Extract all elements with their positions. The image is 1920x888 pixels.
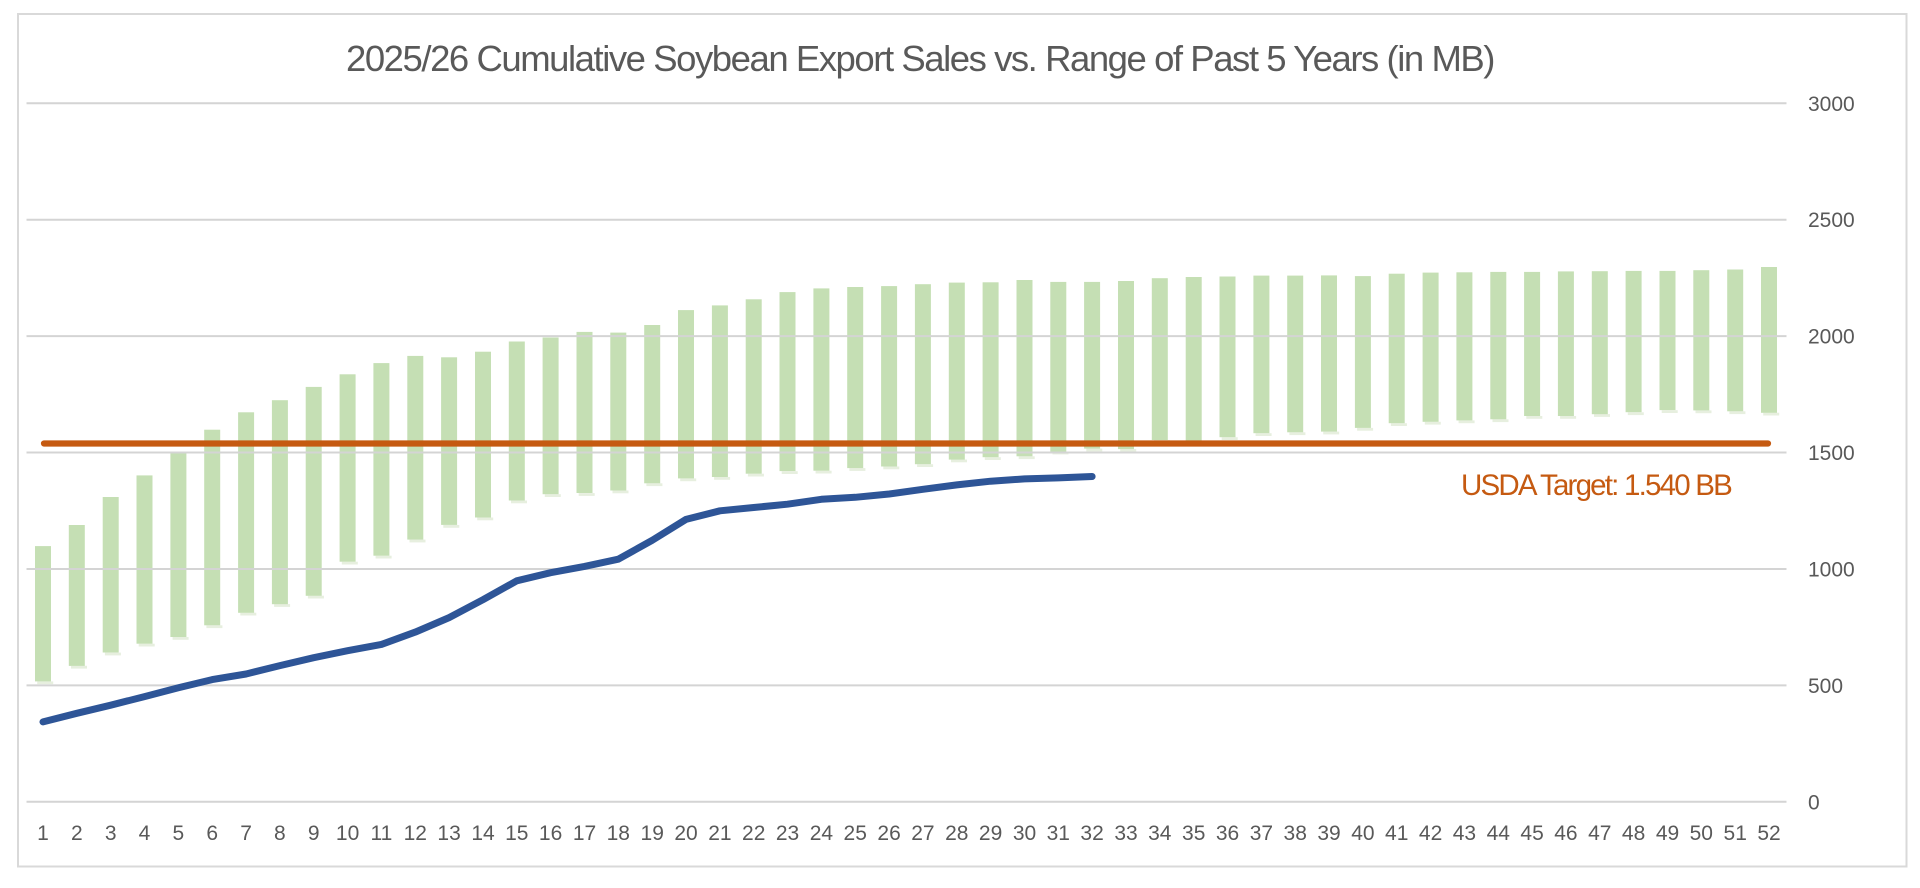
svg-text:10: 10 xyxy=(336,822,359,845)
svg-text:31: 31 xyxy=(1047,822,1070,845)
svg-text:35: 35 xyxy=(1182,822,1205,845)
svg-text:49: 49 xyxy=(1656,822,1679,845)
svg-text:3000: 3000 xyxy=(1808,93,1855,116)
svg-text:29: 29 xyxy=(979,822,1002,845)
svg-text:22: 22 xyxy=(742,822,765,845)
svg-text:2: 2 xyxy=(71,822,83,845)
svg-text:9: 9 xyxy=(308,822,320,845)
svg-text:16: 16 xyxy=(539,822,562,845)
svg-text:37: 37 xyxy=(1250,822,1273,845)
svg-text:15: 15 xyxy=(505,822,528,845)
svg-text:32: 32 xyxy=(1080,822,1103,845)
svg-text:4: 4 xyxy=(139,822,151,845)
svg-text:13: 13 xyxy=(437,822,460,845)
svg-text:42: 42 xyxy=(1419,822,1442,845)
svg-text:39: 39 xyxy=(1317,822,1340,845)
svg-text:50: 50 xyxy=(1690,822,1713,845)
svg-text:21: 21 xyxy=(708,822,731,845)
svg-text:7: 7 xyxy=(240,822,252,845)
svg-text:17: 17 xyxy=(573,822,596,845)
svg-text:52: 52 xyxy=(1757,822,1780,845)
svg-text:2025/26 Cumulative Soybean Exp: 2025/26 Cumulative Soybean Export Sales … xyxy=(346,38,1494,79)
svg-text:47: 47 xyxy=(1588,822,1611,845)
svg-text:1000: 1000 xyxy=(1808,559,1855,582)
svg-text:1500: 1500 xyxy=(1808,442,1855,465)
svg-text:0: 0 xyxy=(1808,791,1820,814)
svg-text:36: 36 xyxy=(1216,822,1239,845)
svg-text:38: 38 xyxy=(1284,822,1307,845)
svg-text:3: 3 xyxy=(105,822,117,845)
svg-text:43: 43 xyxy=(1453,822,1476,845)
svg-text:28: 28 xyxy=(945,822,968,845)
svg-text:5: 5 xyxy=(173,822,185,845)
svg-text:12: 12 xyxy=(404,822,427,845)
svg-text:2500: 2500 xyxy=(1808,209,1855,232)
svg-text:6: 6 xyxy=(206,822,218,845)
svg-text:11: 11 xyxy=(370,822,392,845)
svg-text:48: 48 xyxy=(1622,822,1645,845)
svg-text:26: 26 xyxy=(877,822,900,845)
svg-text:46: 46 xyxy=(1554,822,1577,845)
svg-text:18: 18 xyxy=(607,822,630,845)
svg-text:45: 45 xyxy=(1520,822,1543,845)
svg-text:30: 30 xyxy=(1013,822,1036,845)
svg-text:27: 27 xyxy=(911,822,934,845)
svg-text:41: 41 xyxy=(1385,822,1408,845)
svg-text:2000: 2000 xyxy=(1808,326,1855,349)
svg-text:8: 8 xyxy=(274,822,286,845)
svg-text:14: 14 xyxy=(471,822,495,845)
svg-text:500: 500 xyxy=(1808,675,1843,698)
svg-text:24: 24 xyxy=(810,822,834,845)
svg-text:20: 20 xyxy=(674,822,697,845)
svg-text:33: 33 xyxy=(1114,822,1137,845)
svg-text:34: 34 xyxy=(1148,822,1172,845)
svg-text:1: 1 xyxy=(37,822,49,845)
svg-text:USDA Target: 1.540 BB: USDA Target: 1.540 BB xyxy=(1461,469,1732,502)
svg-text:51: 51 xyxy=(1724,822,1747,845)
svg-text:40: 40 xyxy=(1351,822,1374,845)
svg-text:23: 23 xyxy=(776,822,799,845)
svg-text:44: 44 xyxy=(1487,822,1511,845)
svg-text:25: 25 xyxy=(844,822,867,845)
svg-text:19: 19 xyxy=(641,822,664,845)
